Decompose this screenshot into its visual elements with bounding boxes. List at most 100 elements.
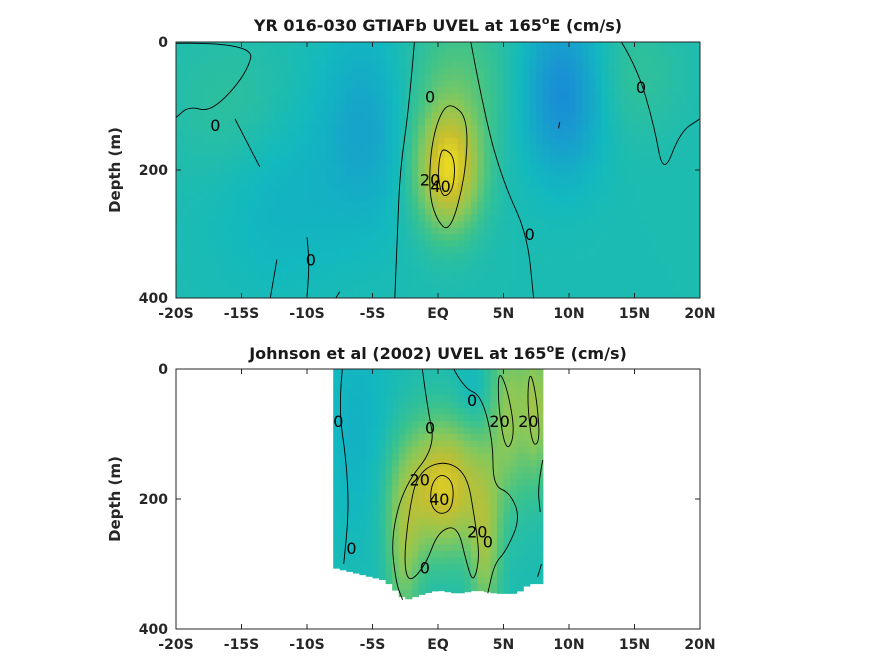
heat-cell [234,176,243,184]
heat-cell [398,557,406,565]
heat-cell [444,479,452,487]
heat-cell [457,440,465,448]
heat-cell [287,170,295,177]
heat-cell [451,259,459,267]
heat-cell [202,253,210,261]
heat-cell [398,195,406,203]
heat-cell [352,106,360,113]
heat-cell [542,99,550,107]
heat-cell [451,182,459,190]
heat-cell [431,86,439,94]
heat-cell [536,272,544,280]
heat-cell [346,170,354,177]
heat-cell [411,369,419,377]
heat-cell [536,434,544,442]
heat-cell [293,259,302,267]
heat-cell [418,427,426,435]
heat-cell [608,42,616,49]
heat-cell [595,99,603,107]
heat-cell [176,80,184,88]
heat-cell [555,234,564,241]
heat-cell [418,447,426,455]
heat-cell [372,195,380,203]
heat-cell [549,125,557,133]
heat-cell [438,112,446,120]
heat-cell [254,42,262,49]
heat-cell [221,61,229,69]
heat-cell [274,42,282,49]
heat-cell [339,234,347,241]
heat-cell [496,492,505,500]
heat-cell [379,479,387,487]
heat-cell [444,61,452,69]
heat-cell [693,67,700,75]
heat-cell [189,227,197,235]
heat-cell [542,234,550,241]
heat-cell [529,447,537,455]
heat-cell [182,74,190,81]
heat-cell [510,285,518,293]
heat-cell [293,195,302,203]
heat-cell [405,253,413,261]
heat-cell [405,291,413,298]
heat-cell [293,278,302,286]
heat-cell [457,512,465,520]
heat-cell [595,74,603,81]
heat-cell [379,163,387,171]
heat-cell [457,48,465,56]
heat-cell [438,570,446,578]
heat-cell [228,67,236,75]
heat-cell [490,234,498,241]
heat-cell [359,259,367,267]
heat-cell [431,150,439,158]
heat-cell [654,118,662,126]
heat-cell [411,240,419,248]
heat-cell [254,227,262,235]
heat-cell [424,492,433,500]
heat-cell [359,99,367,107]
heat-cell [477,479,485,487]
heat-cell [405,473,413,481]
heat-cell [228,227,236,235]
heat-cell [365,285,374,293]
heat-cell [667,208,675,216]
heat-cell [333,388,341,396]
heat-cell [483,253,491,261]
heat-cell [451,447,459,455]
heat-cell [555,138,564,145]
heat-cell [582,202,590,209]
heat-cell [438,253,446,261]
heat-cell [654,195,662,203]
heat-cell [686,112,695,120]
heat-cell [365,492,374,500]
heat-cell [182,80,190,88]
heat-cell [300,112,308,120]
heat-cell [483,240,491,248]
heat-cell [490,253,498,261]
heat-cell [379,544,387,552]
heat-cell [582,234,590,241]
heat-cell [346,144,354,152]
heat-cell [483,61,491,69]
heat-cell [647,221,655,229]
heat-cell [582,118,590,126]
heat-cell [641,74,649,81]
heat-cell [411,176,419,184]
heat-cell [588,80,596,88]
heat-cell [418,67,426,75]
heat-cell [221,214,229,222]
heat-cell [686,195,695,203]
heat-cell [418,395,426,403]
heat-cell [562,170,570,177]
heat-cell [398,434,406,442]
heat-cell [457,74,465,81]
heat-cell [195,144,203,152]
heat-cell [313,246,321,254]
heat-cell [516,182,524,190]
heat-cell [352,125,360,133]
heat-cell [575,54,583,62]
heat-cell [320,131,328,139]
heat-cell [451,291,459,298]
heat-cell [359,42,367,49]
heat-cell [464,538,472,546]
